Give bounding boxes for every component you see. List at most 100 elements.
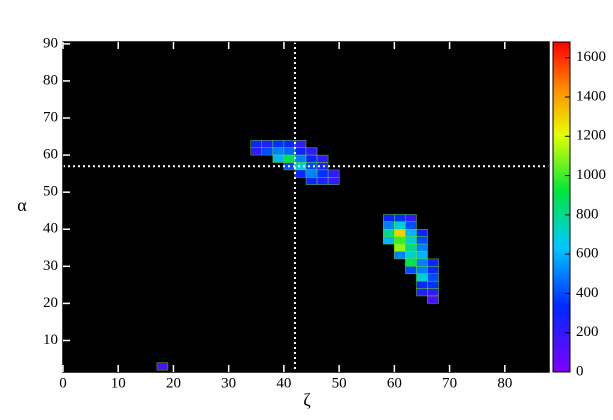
colorbar-band — [553, 369, 570, 373]
colorbar-band — [553, 102, 570, 106]
colorbar-band — [553, 361, 570, 365]
colorbar-band — [553, 344, 570, 348]
y-tick-label: 40 — [43, 221, 58, 237]
colorbar-band — [553, 97, 570, 101]
heat-cell — [416, 251, 428, 260]
colorbar-band — [553, 218, 570, 222]
colorbar-band — [553, 333, 570, 337]
heat-cell — [416, 280, 428, 289]
colorbar-band — [553, 226, 570, 230]
colorbar-band — [553, 135, 570, 139]
y-tick-label: 70 — [43, 109, 58, 125]
colorbar-band — [553, 347, 570, 351]
colorbar-band — [553, 256, 570, 260]
colorbar-band — [553, 99, 570, 103]
colorbar-band — [553, 319, 570, 323]
heat-cell — [305, 154, 318, 163]
x-tick-label: 70 — [442, 375, 457, 391]
colorbar-band — [553, 47, 570, 51]
colorbar-band — [553, 341, 570, 345]
y-tick-label: 60 — [43, 147, 58, 163]
heat-cell — [405, 258, 417, 267]
heat-cell — [394, 251, 406, 260]
heat-cell — [250, 140, 263, 148]
colorbar-band — [553, 215, 570, 219]
colorbar-frame — [552, 41, 571, 373]
colorbar-band — [553, 174, 570, 178]
colorbar-band — [553, 50, 570, 54]
heat-cell — [294, 140, 307, 148]
heat-cell — [405, 229, 417, 237]
y-tick-label: 10 — [43, 332, 58, 348]
heat-cell — [416, 266, 428, 274]
heat-cell — [305, 177, 318, 185]
colorbar-band — [553, 121, 570, 125]
x-tick-label: 0 — [59, 375, 67, 391]
colorbar-band — [553, 281, 570, 285]
colorbar-band — [553, 165, 570, 169]
colorbar-band — [553, 325, 570, 329]
heat-cell — [405, 214, 417, 223]
colorbar-band — [553, 105, 570, 109]
heat-cell — [305, 162, 318, 171]
heat-cell — [383, 214, 395, 223]
heat-cell — [327, 169, 340, 178]
heat-cell — [427, 280, 439, 289]
y-tick-label: 50 — [43, 184, 58, 200]
colorbar-band — [553, 223, 570, 227]
colorbar-band — [553, 138, 570, 142]
colorbar-band — [553, 160, 570, 164]
colorbar-tick-label: 400 — [576, 285, 599, 301]
colorbar-band — [553, 108, 570, 112]
x-tick-label: 30 — [221, 375, 236, 391]
colorbar-band — [553, 237, 570, 241]
colorbar-band — [553, 306, 570, 310]
y-tick-label: 90 — [43, 35, 58, 51]
heat-cell — [272, 147, 285, 156]
colorbar-band — [553, 88, 570, 92]
heat-cell — [283, 140, 296, 148]
heat-cell — [261, 140, 274, 148]
colorbar-band — [553, 75, 570, 79]
heat-cell — [383, 236, 395, 245]
colorbar-band — [553, 234, 570, 238]
colorbar-band — [553, 317, 570, 321]
colorbar-band — [553, 201, 570, 205]
colorbar-tick-label: 1600 — [576, 49, 606, 65]
colorbar-band — [553, 64, 570, 68]
colorbar-band — [553, 328, 570, 332]
colorbar-band — [553, 248, 570, 252]
heat-cell — [316, 154, 329, 163]
colorbar-band — [553, 322, 570, 326]
heat-cell — [416, 229, 428, 237]
colorbar-band — [553, 66, 570, 70]
colorbar-band — [553, 297, 570, 301]
colorbar-band — [553, 240, 570, 244]
colorbar-band — [553, 42, 570, 46]
colorbar-band — [553, 127, 570, 131]
colorbar-band — [553, 339, 570, 343]
heat-cell — [405, 266, 417, 274]
heat-cell — [405, 236, 417, 245]
colorbar-band — [553, 270, 570, 274]
colorbar-band — [553, 259, 570, 263]
colorbar-tick-label: 800 — [576, 206, 599, 222]
heat-cell — [405, 251, 417, 260]
heat-cell — [405, 243, 417, 252]
heat-cell — [261, 147, 274, 156]
colorbar-band — [553, 72, 570, 76]
colorbar-band — [553, 141, 570, 145]
colorbar-band — [553, 207, 570, 211]
heat-cell — [283, 147, 296, 156]
colorbar-band — [553, 196, 570, 200]
colorbar-band — [553, 352, 570, 356]
colorbar-band — [553, 94, 570, 98]
plot-frame — [62, 41, 550, 373]
colorbar-band — [553, 231, 570, 235]
colorbar-band — [553, 366, 570, 370]
colorbar-band — [553, 363, 570, 367]
colorbar-band — [553, 284, 570, 288]
colorbar-band — [553, 358, 570, 362]
colorbar-band — [553, 330, 570, 334]
